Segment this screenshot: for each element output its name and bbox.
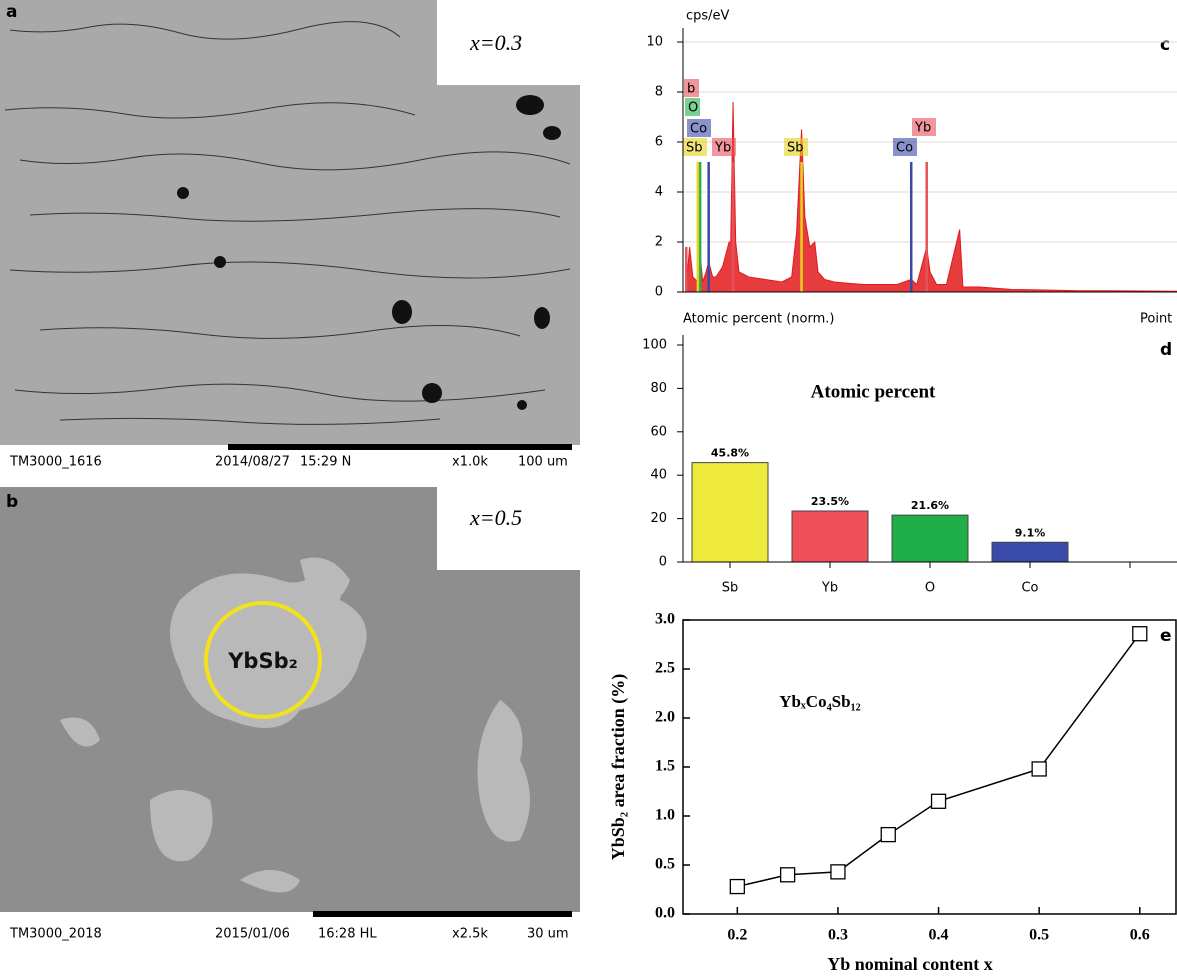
caption: 100 um: [518, 455, 568, 470]
x-tick-label: Sb: [722, 581, 739, 596]
y-tick-label: 0: [655, 285, 663, 300]
caption: x1.0k: [452, 455, 488, 470]
y-tick-label: 8: [655, 85, 663, 100]
x-tick-label: 0.3: [828, 927, 848, 944]
corner-label: Point: [1140, 312, 1172, 327]
figure: a x=0.3 TM3000_1616 2014/08/27 15:29 N x…: [0, 0, 1177, 977]
x-tick-label: O: [925, 581, 935, 596]
caption-a: TM3000_1616 2014/08/27 15:29 N x1.0k 100…: [9, 455, 568, 470]
y-tick-label: 60: [650, 424, 667, 439]
data-point: [831, 865, 845, 879]
sample-label: x=0.5: [469, 505, 522, 530]
y-tick-label: 20: [650, 511, 667, 526]
caption: 30 um: [527, 927, 569, 942]
value-label: 45.8%: [711, 447, 749, 460]
caption: 15:29 N: [300, 455, 351, 470]
data-point: [730, 880, 744, 894]
annotation: YbₓCo₄Sb₁₂: [779, 692, 861, 711]
y-tick-label: 3.0: [655, 611, 675, 628]
element-label: Yb: [714, 141, 731, 156]
y-axis-label: cps/eV: [686, 9, 730, 24]
value-label: 23.5%: [811, 495, 849, 508]
bar: [792, 511, 868, 562]
y-tick-label: 0.5: [655, 856, 675, 873]
x-tick-label: Yb: [821, 581, 838, 596]
y-tick-label: 100: [642, 338, 667, 353]
panel-letter: a: [6, 2, 17, 22]
data-line: [737, 634, 1139, 887]
data-point: [932, 794, 946, 808]
element-label: b: [687, 82, 695, 97]
phase-label: YbSb₂: [227, 649, 298, 673]
data-point: [1032, 762, 1046, 776]
element-label: Co: [690, 122, 707, 137]
element-label: Co: [896, 141, 913, 156]
y-axis-label: YbSb₂ area fraction (%): [608, 674, 629, 861]
y-tick-label: 0: [659, 555, 667, 570]
caption: x2.5k: [452, 927, 488, 942]
y-tick-label: 2: [655, 235, 663, 250]
y-tick-label: 10: [646, 35, 663, 50]
element-label: Sb: [686, 141, 703, 156]
sem-image-a: [0, 0, 580, 450]
plot-frame: [683, 620, 1176, 914]
caption: TM3000_2018: [9, 927, 102, 942]
y-tick-label: 4: [655, 185, 663, 200]
element-label: O: [688, 101, 698, 116]
y-tick-label: 1.0: [655, 807, 675, 824]
data-point: [1133, 627, 1147, 641]
y-tick-label: 40: [650, 468, 667, 483]
sample-label: x=0.3: [469, 30, 522, 55]
element-label: Yb: [914, 121, 931, 136]
value-label: 9.1%: [1015, 526, 1046, 539]
caption: 16:28 HL: [318, 927, 377, 942]
element-label: Sb: [787, 141, 804, 156]
data-point: [881, 828, 895, 842]
x-tick-label: 0.5: [1029, 927, 1049, 944]
caption: 2015/01/06: [215, 927, 290, 942]
panel-letter: b: [6, 492, 18, 512]
data-point: [781, 868, 795, 882]
y-tick-label: 1.5: [655, 758, 675, 775]
x-axis-label: Yb nominal content x: [827, 954, 993, 974]
x-tick-label: 0.6: [1130, 927, 1150, 944]
y-tick-label: 0.0: [655, 905, 675, 922]
y-tick-label: 6: [655, 135, 663, 150]
caption: TM3000_1616: [9, 455, 102, 470]
bar: [892, 515, 968, 562]
bar: [692, 463, 768, 562]
caption: 2014/08/27: [215, 455, 290, 470]
sem-image-b: [0, 487, 580, 917]
value-label: 21.6%: [911, 499, 949, 512]
panel-letter: c: [1160, 35, 1170, 55]
y-tick-label: 2.0: [655, 709, 675, 726]
y-tick-label: 2.5: [655, 660, 675, 677]
caption-b: TM3000_2018 2015/01/06 16:28 HL x2.5k 30…: [9, 927, 569, 942]
x-tick-label: 0.4: [929, 927, 949, 944]
x-tick-label: 0.2: [727, 927, 747, 944]
x-tick-label: Co: [1021, 581, 1038, 596]
chart-header: Atomic percent (norm.): [683, 312, 834, 327]
panel-letter: d: [1160, 340, 1172, 360]
y-tick-label: 80: [650, 381, 667, 396]
chart-title: Atomic percent: [811, 381, 936, 402]
bar: [992, 542, 1068, 562]
panel-letter: e: [1160, 626, 1172, 646]
